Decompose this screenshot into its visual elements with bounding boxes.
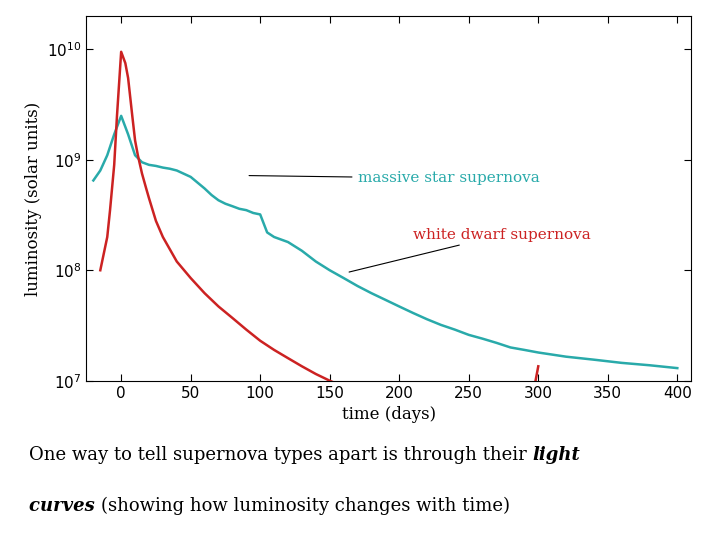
Text: white dwarf supernova: white dwarf supernova <box>349 228 591 272</box>
Text: One way to tell supernova types apart is through their: One way to tell supernova types apart is… <box>29 446 532 463</box>
Text: (showing how luminosity changes with time): (showing how luminosity changes with tim… <box>101 497 510 515</box>
Text: curves: curves <box>29 497 101 515</box>
Text: massive star supernova: massive star supernova <box>249 171 539 185</box>
Text: light: light <box>532 446 580 463</box>
X-axis label: time (days): time (days) <box>342 406 436 423</box>
Text: One way to tell supernova types apart is through their ⁠light: One way to tell supernova types apart is… <box>29 446 575 463</box>
Y-axis label: luminosity (solar units): luminosity (solar units) <box>24 102 42 295</box>
